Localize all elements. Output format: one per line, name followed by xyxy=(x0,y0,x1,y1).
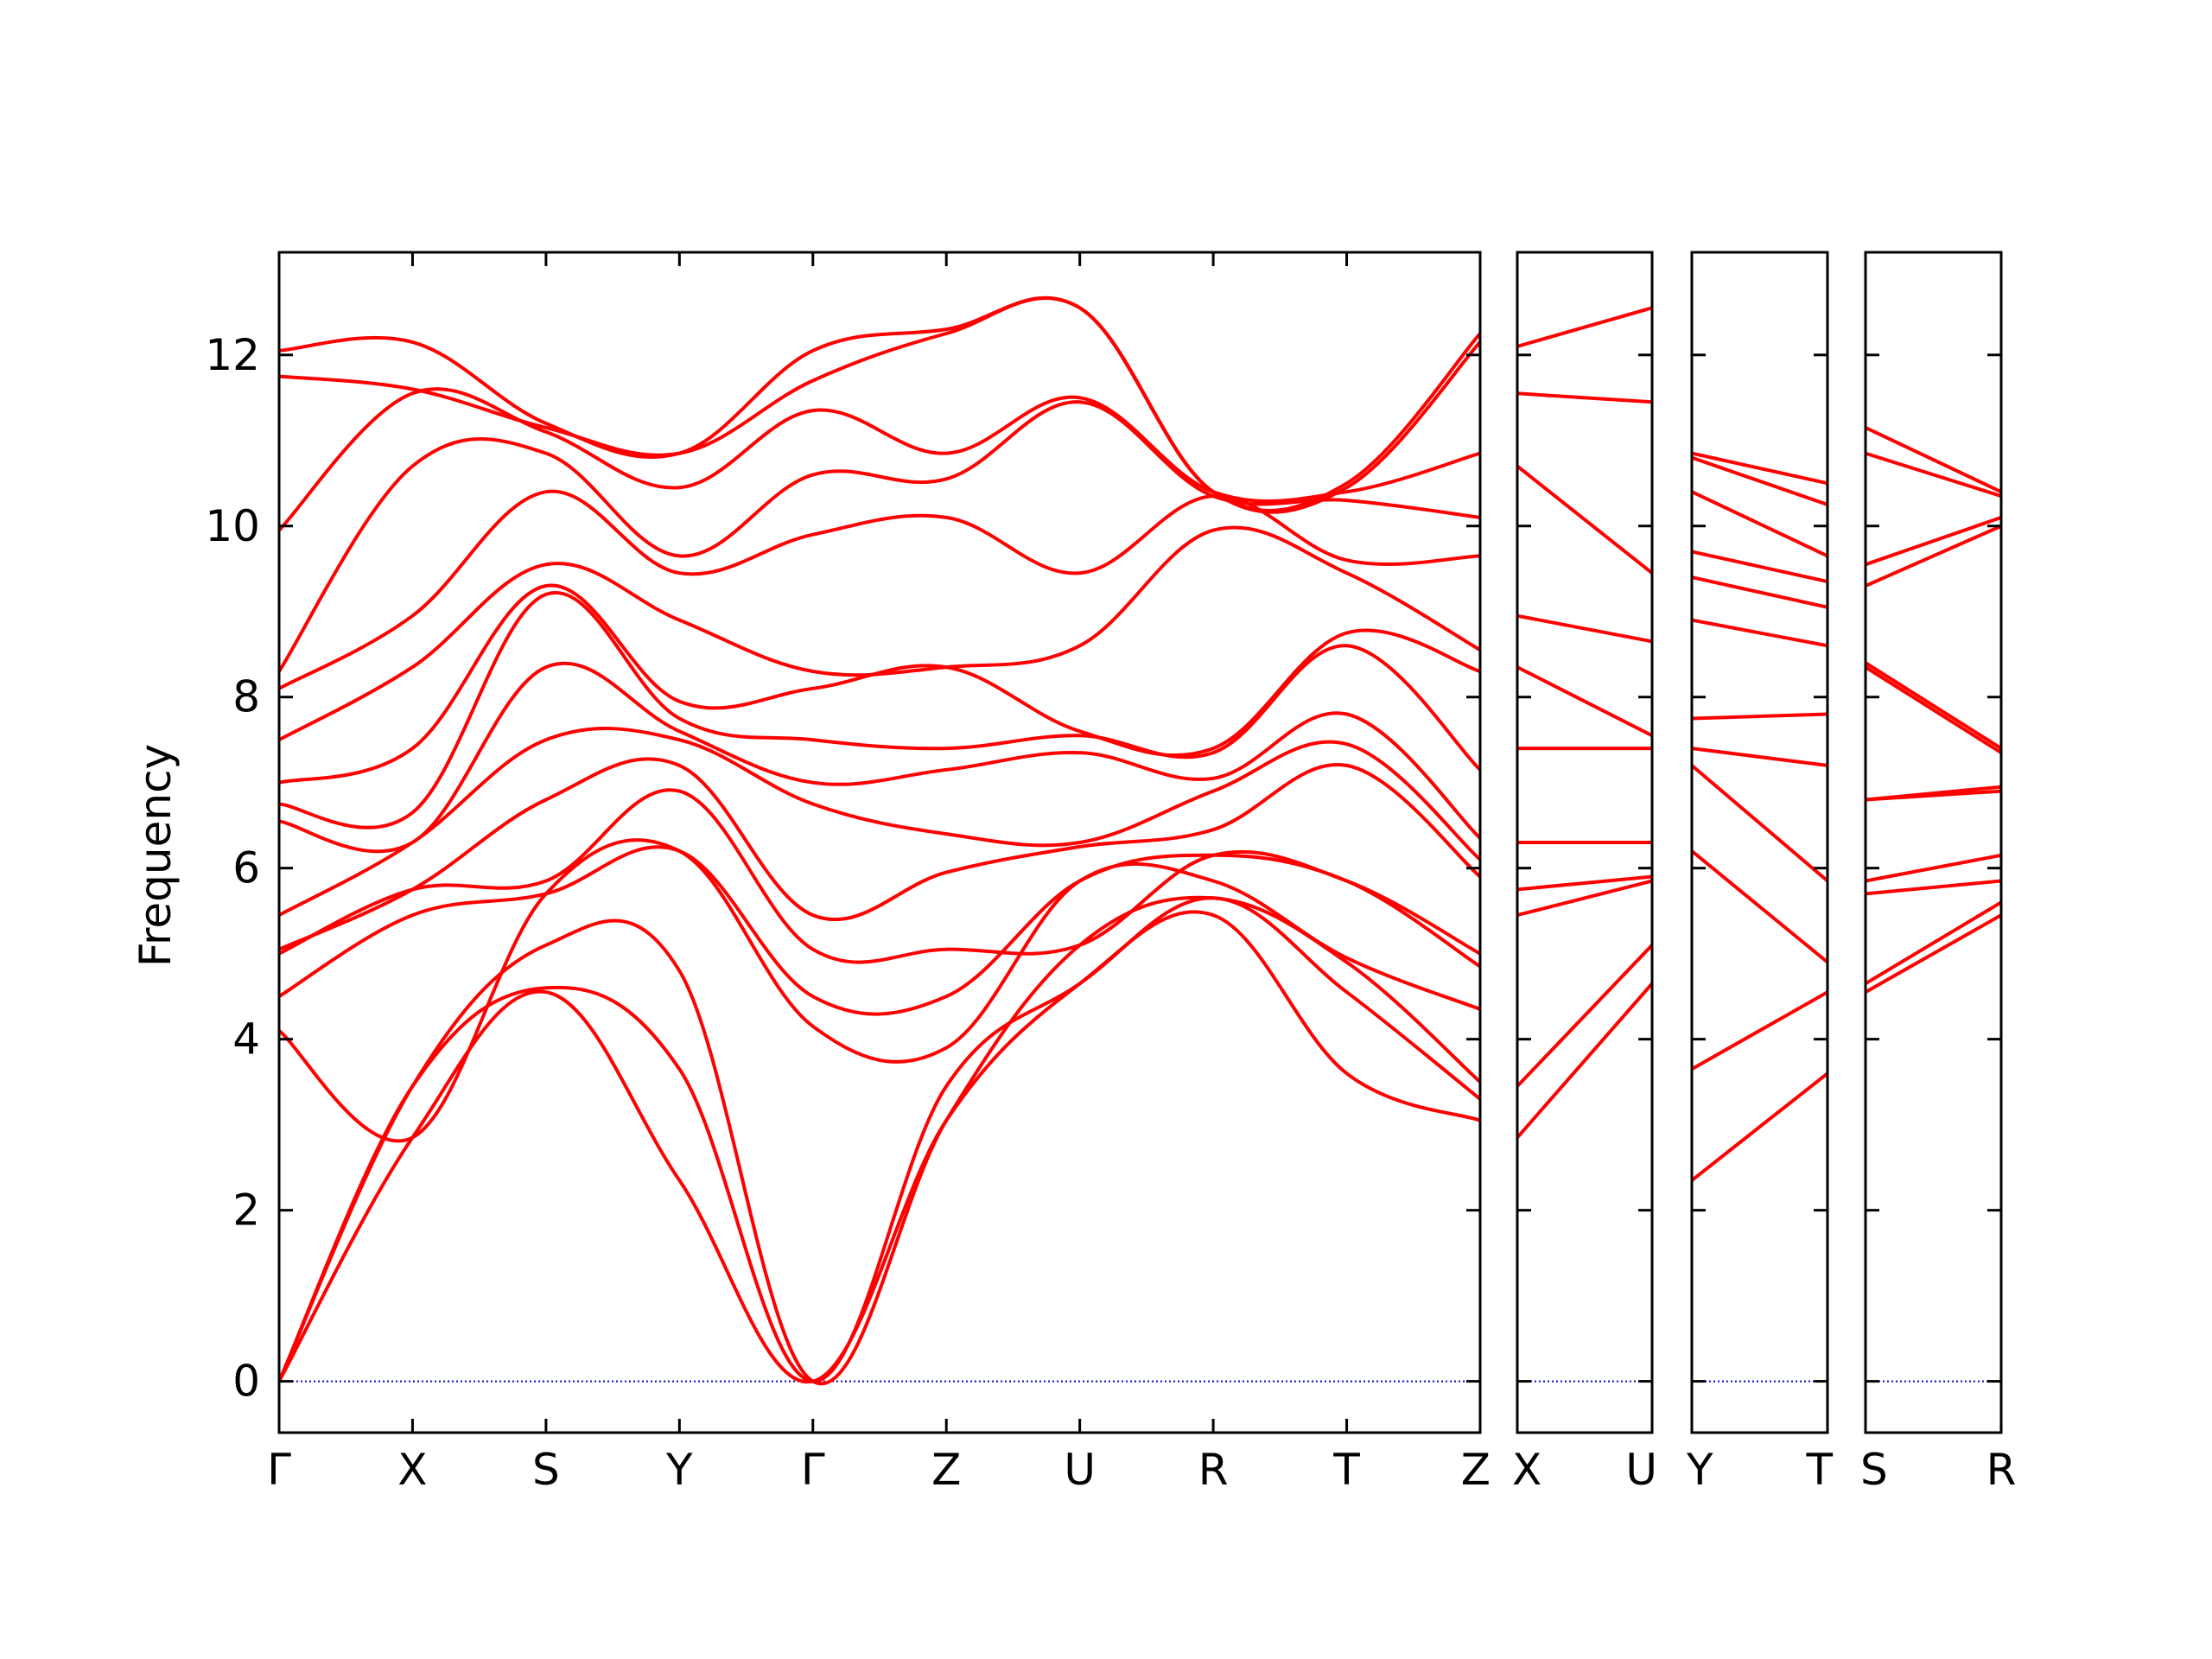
band-line xyxy=(1866,524,2001,588)
x-tick-label: T xyxy=(1805,1445,1833,1495)
x-tick-label: Z xyxy=(931,1445,961,1495)
band-series-group xyxy=(1692,451,1827,1182)
band-line xyxy=(1866,425,2001,494)
band-line xyxy=(1517,874,1652,892)
band-line xyxy=(1692,618,1827,648)
x-tick-label: Y xyxy=(665,1445,693,1495)
band-line xyxy=(1517,982,1652,1140)
band-line xyxy=(1866,451,2001,499)
x-tick-label: U xyxy=(1064,1445,1096,1495)
band-line xyxy=(1866,665,2001,755)
band-line xyxy=(279,590,1480,830)
band-line xyxy=(1692,747,1827,767)
band-line xyxy=(279,489,1480,690)
band-line xyxy=(279,757,1480,951)
x-tick-label: R xyxy=(1986,1445,2017,1495)
band-line xyxy=(279,583,1480,785)
panel-frame xyxy=(1690,251,1829,1434)
band-line xyxy=(1517,464,1652,575)
band-line xyxy=(1866,879,2001,896)
band-series-group xyxy=(279,296,1480,1386)
band-line xyxy=(1692,455,1827,506)
band-line xyxy=(1692,990,1827,1071)
band-line xyxy=(1866,853,2001,883)
band-line xyxy=(1692,712,1827,721)
y-tick-label: 4 xyxy=(232,1014,260,1065)
band-line xyxy=(279,661,1480,854)
band-line xyxy=(279,896,1480,1383)
y-tick-label: 2 xyxy=(232,1185,260,1236)
band-line xyxy=(1866,785,2001,802)
band-line xyxy=(1517,613,1652,644)
panel-1: 0 2 4 6 8 10 12 Γ X S Y Γ Z U R T Z xyxy=(205,251,1491,1495)
band-line xyxy=(1517,943,1652,1089)
band-line xyxy=(1517,391,1652,404)
y-tick-label: 8 xyxy=(232,672,260,722)
x-tick-label: X xyxy=(397,1445,427,1495)
panel-frame xyxy=(277,251,1482,1434)
x-tick-label: Z xyxy=(1461,1445,1491,1495)
band-line xyxy=(279,400,1480,673)
panel-frame xyxy=(1864,251,2003,1434)
band-line xyxy=(1866,900,2001,986)
band-line xyxy=(279,525,1480,742)
band-line xyxy=(1692,849,1827,964)
x-tick-label: R xyxy=(1198,1445,1229,1495)
band-line xyxy=(1866,661,2001,751)
band-line xyxy=(279,296,1480,514)
band-line xyxy=(1517,306,1652,348)
band-series-group xyxy=(1866,425,2001,995)
y-tick-label: 0 xyxy=(232,1357,260,1407)
band-line xyxy=(279,838,1480,1143)
band-line xyxy=(1517,879,1652,918)
x-tick-label: U xyxy=(1625,1445,1657,1495)
band-series-group xyxy=(1517,306,1652,1140)
band-line xyxy=(279,788,1480,964)
x-tick-label: Γ xyxy=(267,1445,291,1495)
band-line xyxy=(1692,763,1827,883)
y-tick-label: 6 xyxy=(232,843,260,893)
x-tick-label: Γ xyxy=(801,1445,825,1495)
x-tick-label: S xyxy=(1860,1445,1888,1495)
x-tick-label: Y xyxy=(1686,1445,1713,1495)
band-line xyxy=(1517,665,1652,738)
band-line xyxy=(279,387,1480,532)
x-tick-label: T xyxy=(1332,1445,1360,1495)
panel-frame xyxy=(1516,251,1654,1434)
y-tick-label: 10 xyxy=(205,501,260,551)
band-line xyxy=(279,727,1480,918)
y-tick-label: 12 xyxy=(205,330,260,380)
band-line xyxy=(1692,451,1827,486)
band-line xyxy=(1692,550,1827,584)
y-axis-title: Frequency xyxy=(130,744,181,967)
band-line xyxy=(279,296,1480,512)
band-line xyxy=(279,895,1480,1386)
band-line xyxy=(279,845,1480,1016)
band-line xyxy=(1866,913,2001,995)
x-tick-label: S xyxy=(532,1445,560,1495)
band-line xyxy=(1866,515,2001,567)
band-line xyxy=(1692,1071,1827,1182)
x-tick-label: X xyxy=(1512,1445,1541,1495)
band-line xyxy=(1692,490,1827,558)
band-line xyxy=(1692,575,1827,609)
